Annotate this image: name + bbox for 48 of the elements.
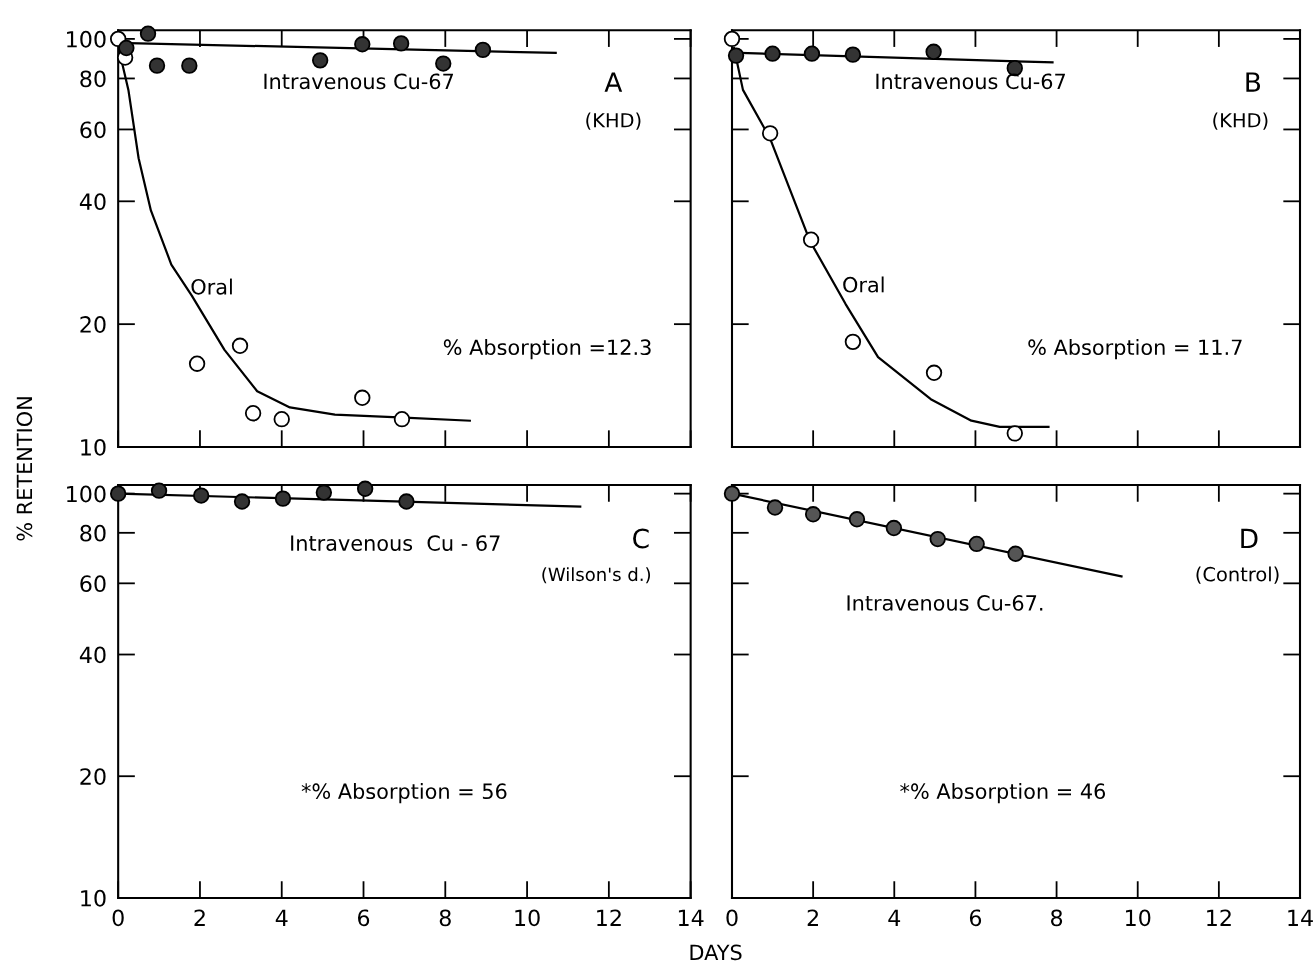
annotation: B [1246, 72, 1261, 92]
annotation: Intravenous Cu-67 [264, 73, 454, 90]
y-tick-label: 80 [80, 524, 106, 542]
annotation: A [604, 72, 623, 92]
annotation: Oral [191, 278, 232, 295]
y-tick-label: 40 [79, 646, 106, 664]
x-tick-label: 2 [194, 909, 205, 926]
x-tick-label: 4 [275, 909, 288, 926]
y-tick-label: 10 [81, 438, 106, 456]
x-tick-label: 8 [439, 909, 451, 927]
x-tick-label: 14 [678, 909, 704, 926]
annotation: *% Absorption = 46 [900, 782, 1106, 804]
y-tick-label: 20 [80, 316, 106, 333]
x-tick-label: 6 [969, 909, 982, 927]
x-tick-label: 8 [1051, 909, 1063, 927]
annotation: (Control) [1196, 566, 1279, 584]
annotation: C [633, 528, 649, 549]
x-tick-label: 4 [888, 909, 901, 926]
y-axis-title: % RETENTION [16, 397, 33, 541]
x-tick-label: 0 [112, 909, 124, 927]
annotation: Intravenous Cu-67. [847, 595, 1043, 611]
annotation: (KHD) [1213, 112, 1268, 130]
y-tick-label: 60 [80, 121, 106, 139]
annotation: % Absorption =12.3 [443, 338, 651, 360]
annotation: Intravenous Cu-67 [876, 73, 1065, 90]
x-tick-label: 10 [1126, 909, 1151, 927]
annotation: % Absorption = 11.7 [1028, 338, 1242, 360]
annotation: (KHD) [586, 112, 641, 130]
y-tick-label: 100 [67, 30, 106, 48]
annotation: Intravenous Cu - 67 [291, 535, 500, 551]
annotation: Oral [843, 276, 884, 293]
y-tick-label: 20 [80, 768, 106, 785]
x-tick-label: 2 [807, 909, 818, 926]
x-tick-label: 12 [597, 909, 621, 926]
x-tick-label: 12 [1207, 909, 1231, 926]
x-tick-label: 0 [726, 909, 738, 927]
y-tick-label: 60 [80, 575, 106, 593]
y-tick-label: 100 [67, 485, 106, 503]
annotation: (Wilson's d.) [542, 567, 651, 584]
y-tick-label: 10 [81, 889, 106, 907]
annotation: D [1241, 528, 1258, 549]
x-axis-title: DAYS [690, 944, 742, 961]
x-tick-label: 10 [515, 909, 540, 927]
x-tick-label: 6 [358, 909, 370, 927]
x-tick-label: 14 [1288, 909, 1313, 926]
y-tick-label: 80 [80, 70, 106, 88]
y-tick-label: 40 [79, 193, 106, 211]
annotation: *% Absorption = 56 [301, 782, 507, 804]
